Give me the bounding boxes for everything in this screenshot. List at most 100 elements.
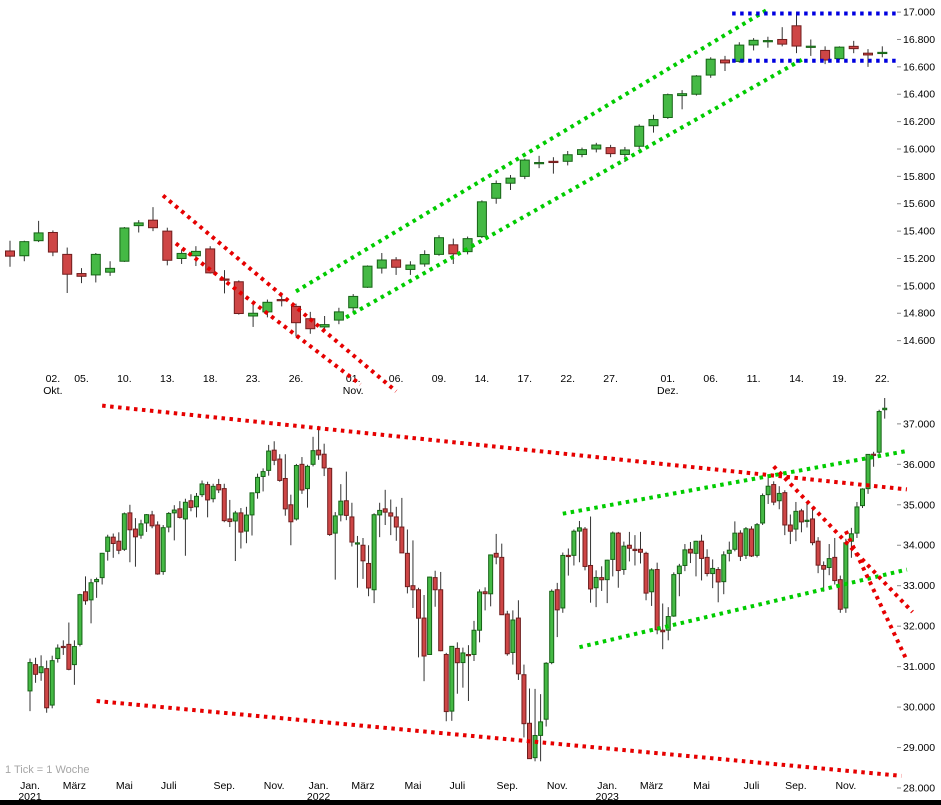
candle-down — [832, 556, 838, 582]
candle-down — [821, 564, 827, 570]
candle-up — [434, 237, 444, 255]
candle-up — [293, 465, 299, 520]
candle-up — [726, 549, 732, 554]
y-axis-label: 16.600 — [903, 61, 935, 73]
x-axis-label: 22. — [560, 373, 575, 385]
y-axis-label: 14.800 — [903, 308, 935, 320]
candle-up — [648, 119, 659, 127]
candle-up — [33, 232, 44, 242]
candle-up — [144, 514, 150, 524]
candle-up — [210, 485, 216, 500]
x-axis-sublabel: Okt. — [43, 385, 62, 397]
candle-down — [271, 449, 277, 461]
candle-up — [848, 533, 854, 542]
candle-down — [871, 453, 877, 456]
tick-scale-note: 1 Tick = 1 Woche — [5, 764, 90, 776]
candle-down — [504, 613, 510, 655]
y-axis-label: 29.000 — [903, 742, 935, 754]
candle-up — [826, 558, 832, 568]
candle-up — [604, 559, 610, 581]
candle-down — [715, 569, 721, 583]
y-axis-label: 36.000 — [903, 459, 935, 471]
candle-up — [319, 324, 330, 328]
x-axis-label: Mai — [404, 780, 421, 792]
candle-down — [216, 484, 222, 491]
candle-down — [791, 25, 802, 47]
candle-down — [421, 617, 427, 657]
candle-down — [76, 273, 87, 277]
y-axis-label: 35.000 — [903, 499, 935, 511]
candle-up — [354, 542, 360, 545]
candle-up — [534, 162, 545, 165]
candle-down — [162, 230, 173, 261]
candle-down — [588, 564, 594, 590]
candle-down — [60, 645, 66, 649]
candle-down — [615, 532, 621, 572]
candle-up — [449, 645, 455, 712]
trendline-red-dotted — [772, 464, 914, 614]
trendline-red-dotted — [96, 699, 902, 778]
candle-down — [638, 548, 643, 553]
candle-down — [820, 49, 831, 61]
candle-up — [262, 301, 273, 313]
x-axis-label: Sep. — [496, 780, 518, 792]
candle-down — [582, 528, 588, 567]
x-axis-label: 02. — [46, 373, 61, 385]
y-axis-label: 15.600 — [903, 198, 935, 210]
x-axis-label: Jan. — [309, 780, 329, 792]
candle-up — [371, 514, 377, 591]
candle-down — [66, 643, 72, 670]
candle-down — [291, 305, 301, 324]
candle-down — [188, 500, 194, 508]
trendline-red-dotted — [161, 193, 398, 393]
candle-down — [127, 512, 133, 531]
candle-down — [749, 528, 754, 557]
candle-up — [691, 75, 702, 95]
candle-up — [27, 662, 33, 692]
candle-down — [626, 544, 632, 549]
candle-down — [482, 591, 488, 595]
candle-down — [391, 259, 402, 268]
candle-up — [676, 565, 682, 575]
candle-up — [121, 513, 127, 550]
x-axis-label: 14. — [789, 373, 804, 385]
candle-up — [77, 594, 83, 645]
candle-up — [734, 44, 745, 62]
candle-down — [155, 524, 161, 575]
candle-up — [182, 501, 188, 520]
candle-up — [232, 512, 238, 522]
candle-up — [593, 576, 599, 589]
x-axis-sublabel: Dez. — [657, 385, 679, 397]
candle-up — [171, 509, 177, 514]
y-axis-label: 30.000 — [903, 702, 935, 714]
candle-up — [90, 253, 101, 276]
x-axis-label: 13. — [160, 373, 175, 385]
y-axis-label: 16.800 — [903, 34, 935, 46]
candle-down — [5, 250, 15, 257]
candle-up — [834, 46, 845, 60]
candle-up — [338, 500, 344, 516]
x-axis-label: Juli — [744, 780, 760, 792]
candle-up — [160, 527, 166, 573]
candle-down — [810, 518, 816, 544]
candle-up — [865, 453, 871, 490]
candle-up — [876, 411, 882, 453]
candle-down — [343, 500, 349, 516]
candle-up — [776, 492, 782, 502]
candle-up — [549, 590, 555, 664]
x-axis-label: Nov. — [547, 780, 568, 792]
candle-down — [299, 463, 305, 491]
candle-down — [327, 467, 333, 536]
candle-up — [705, 58, 716, 76]
candle-up — [793, 510, 799, 530]
candle-up — [476, 201, 487, 238]
candle-up — [662, 94, 673, 119]
x-axis-label: 23. — [246, 373, 261, 385]
candle-up — [576, 527, 582, 532]
candle-down — [360, 544, 366, 562]
candle-up — [405, 264, 416, 270]
candle-up — [682, 549, 688, 566]
candle-down — [416, 589, 421, 619]
candle-down — [47, 231, 58, 253]
